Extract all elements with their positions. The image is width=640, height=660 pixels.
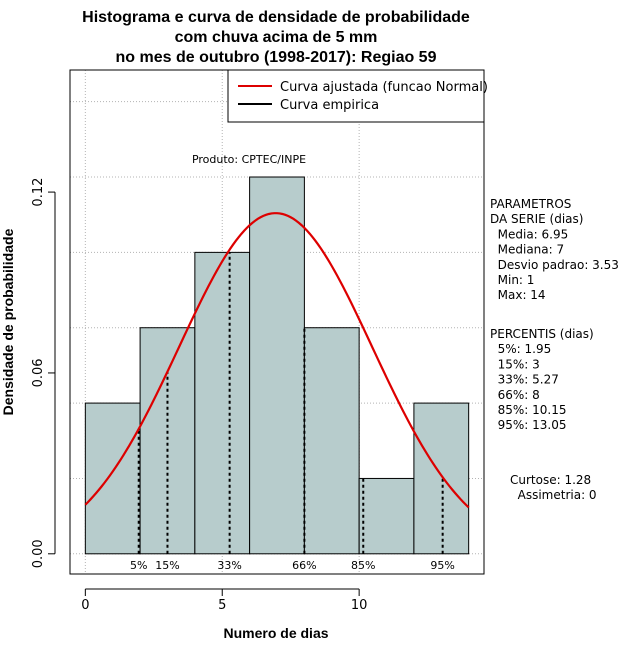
parameter-line: Max: 14 xyxy=(490,288,546,302)
histogram-bar xyxy=(303,327,360,555)
percentile-label: 5% xyxy=(130,559,147,572)
x-tick-label: 10 xyxy=(351,598,368,613)
percentile-label: 33% xyxy=(217,559,241,572)
percentile-stat-line: 95%: 13.05 xyxy=(490,418,567,432)
chart-title-line-1: Histograma e curva de densidade de proba… xyxy=(82,9,470,26)
percentile-label: 95% xyxy=(430,559,454,572)
chart-title-line-3: no mes de outubro (1998-2017): Regiao 59 xyxy=(116,49,437,66)
percentile-label: 85% xyxy=(351,559,375,572)
percentile-label: 66% xyxy=(292,559,316,572)
y-tick-label: 0.06 xyxy=(31,358,46,387)
parameter-line: DA SERIE (dias) xyxy=(490,212,583,226)
x-tick-label: 5 xyxy=(218,598,226,613)
percentile-stat-line: 5%: 1.95 xyxy=(490,342,551,356)
parameter-line: Media: 6.95 xyxy=(490,227,568,241)
histogram-bar xyxy=(139,327,196,555)
histogram-bars xyxy=(84,176,470,555)
histogram-bar xyxy=(84,402,141,555)
percentile-stat-line: PERCENTIS (dias) xyxy=(490,327,594,341)
legend-box xyxy=(227,69,485,123)
percentile-label: 15% xyxy=(155,559,179,572)
percentile-stat-line: 85%: 10.15 xyxy=(490,403,567,417)
y-tick-label: 0.00 xyxy=(31,539,46,568)
parameter-line: Mediana: 7 xyxy=(490,243,564,257)
legend-label-fitted: Curva ajustada (funcao Normal) xyxy=(280,80,488,95)
percentile-stat-line: 15%: 3 xyxy=(490,357,540,371)
histogram-bar xyxy=(358,477,415,555)
y-tick-label: 0.12 xyxy=(31,178,46,207)
axes: 0 5 10 0.00 0.06 0.12 xyxy=(31,178,367,613)
legend: Curva ajustada (funcao Normal) Curva emp… xyxy=(227,69,488,123)
histogram-bar xyxy=(249,176,305,555)
shape-stat-line: Curtose: 1.28 xyxy=(510,473,591,487)
histogram-bar xyxy=(413,402,470,555)
parameter-line: Desvio padrao: 3.53 xyxy=(490,258,619,272)
percentile-markers: 5% 15% 33% 66% 85% 95% xyxy=(130,252,455,572)
product-annotation: Produto: CPTEC/INPE xyxy=(192,153,306,166)
fitted-normal-curve xyxy=(84,212,470,509)
y-axis-label: Densidade de probabilidade xyxy=(0,228,16,415)
shape-stat-line: Assimetria: 0 xyxy=(510,488,597,502)
parameter-line: Min: 1 xyxy=(490,273,534,287)
percentile-stat-line: 33%: 5.27 xyxy=(490,373,559,387)
percentile-stat-line: 66%: 8 xyxy=(490,388,540,402)
legend-label-empirical: Curva empirica xyxy=(280,98,379,113)
x-tick-label: 0 xyxy=(81,598,89,613)
chart-title-line-2: com chuva acima de 5 mm xyxy=(175,29,378,46)
x-axis-label: Numero de dias xyxy=(223,625,328,641)
parameter-line: PARAMETROS xyxy=(490,197,571,211)
